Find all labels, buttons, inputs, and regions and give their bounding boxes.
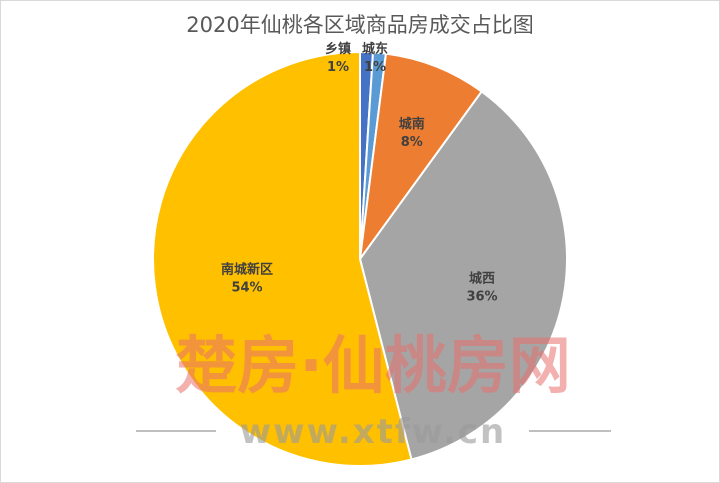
slice-category-label: 南城新区 bbox=[221, 261, 273, 277]
slice-category-label: 城南 bbox=[399, 116, 425, 132]
pie-slice bbox=[152, 50, 413, 467]
pie-slice bbox=[358, 90, 568, 461]
slice-percent-label: 36% bbox=[466, 289, 497, 304]
slice-percent-label: 54% bbox=[231, 280, 262, 295]
chart-title: 2020年仙桃各区域商品房成交占比图 bbox=[186, 13, 534, 37]
watermark: 楚房·仙桃房网 www.xtfw.cn bbox=[136, 329, 611, 452]
slice-category-label: 城西 bbox=[469, 270, 495, 286]
watermark-url: www.xtfw.cn bbox=[240, 412, 506, 452]
slice-percent-label: 1% bbox=[327, 60, 349, 75]
slice-category-label: 城东 bbox=[362, 41, 388, 57]
slice-category-label: 乡镇 bbox=[325, 41, 351, 57]
watermark-cn: 楚房·仙桃房网 bbox=[175, 329, 571, 402]
slice-percent-label: 1% bbox=[364, 60, 386, 75]
pie-labels: 乡镇 1% 城东 1% 城南 8% 城西 36% 南城新区 54% bbox=[221, 41, 498, 304]
pie-slices bbox=[152, 50, 568, 467]
pie-slice bbox=[359, 52, 484, 260]
slice-percent-label: 8% bbox=[401, 135, 423, 150]
